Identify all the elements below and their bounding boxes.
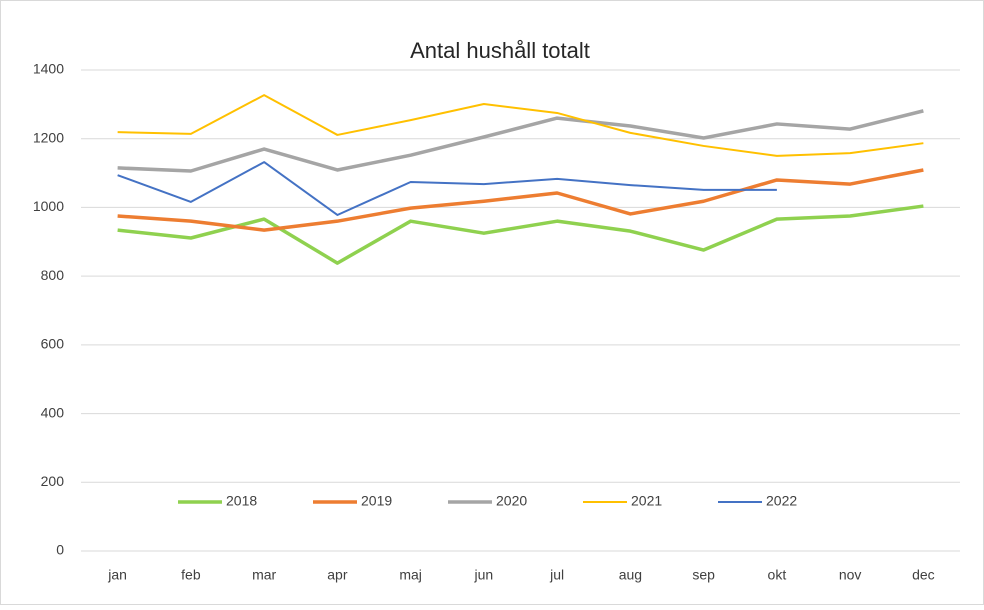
y-tick-label: 400 [41, 404, 65, 420]
legend-label: 2021 [631, 493, 662, 509]
y-tick-label: 1400 [33, 61, 64, 77]
y-tick-label: 0 [56, 542, 64, 558]
series-line [117, 109, 924, 173]
x-tick-label: jan [107, 567, 127, 583]
y-tick-label: 1200 [33, 129, 64, 145]
legend-label: 2020 [496, 493, 527, 509]
chart-title: Antal hushåll totalt [410, 38, 590, 63]
y-tick-label: 1000 [33, 198, 64, 214]
x-tick-label: jun [474, 567, 494, 583]
series-line [117, 204, 924, 265]
series-line [117, 161, 777, 216]
legend-label: 2019 [361, 493, 392, 509]
series-line [117, 94, 924, 157]
y-tick-label: 600 [41, 336, 65, 352]
x-tick-label: mar [252, 567, 276, 583]
x-tick-label: nov [839, 567, 862, 583]
y-tick-label: 200 [41, 473, 65, 489]
x-tick-label: feb [181, 567, 201, 583]
y-tick-label: 800 [41, 267, 65, 283]
x-tick-label: maj [399, 567, 422, 583]
series-line [117, 168, 924, 232]
legend-label: 2022 [766, 493, 797, 509]
x-tick-label: jul [549, 567, 564, 583]
x-tick-label: apr [327, 567, 348, 583]
x-tick-label: dec [912, 567, 935, 583]
x-tick-label: okt [768, 567, 787, 583]
x-tick-label: sep [692, 567, 715, 583]
x-tick-label: aug [619, 567, 642, 583]
legend-label: 2018 [226, 493, 257, 509]
